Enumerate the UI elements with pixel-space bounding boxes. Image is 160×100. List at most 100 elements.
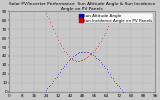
- Point: [90, 52, 93, 54]
- Point: [113, 13, 116, 15]
- Point: [45, 89, 47, 91]
- Point: [83, 51, 85, 52]
- Point: [99, 62, 102, 63]
- Point: [112, 78, 114, 79]
- Point: [98, 60, 100, 61]
- Point: [98, 43, 100, 44]
- Point: [75, 61, 78, 62]
- Point: [67, 60, 70, 61]
- Point: [84, 51, 87, 52]
- Point: [81, 51, 84, 52]
- Point: [116, 12, 119, 14]
- Point: [46, 87, 49, 89]
- Point: [73, 54, 76, 56]
- Point: [73, 60, 76, 61]
- Point: [60, 44, 62, 46]
- Point: [63, 50, 65, 51]
- Point: [89, 53, 91, 55]
- Point: [110, 76, 112, 77]
- Point: [64, 63, 67, 65]
- Point: [49, 84, 52, 86]
- Point: [99, 40, 102, 42]
- Point: [92, 54, 94, 56]
- Point: [121, 18, 123, 19]
- Point: [66, 53, 68, 55]
- Point: [121, 89, 123, 91]
- Point: [55, 76, 58, 77]
- Point: [110, 18, 112, 19]
- Point: [87, 55, 90, 57]
- Point: [96, 58, 99, 60]
- Point: [70, 58, 73, 60]
- Point: [105, 69, 108, 70]
- Point: [58, 42, 61, 43]
- Point: [52, 28, 55, 30]
- Point: [86, 52, 88, 53]
- Point: [64, 52, 67, 53]
- Point: [63, 65, 65, 67]
- Point: [95, 57, 97, 59]
- Title: Solar PV/Inverter Performance  Sun Altitude Angle & Sun Incidence Angle on PV Pa: Solar PV/Inverter Performance Sun Altitu…: [9, 2, 156, 11]
- Point: [49, 21, 52, 23]
- Point: [78, 52, 81, 53]
- Point: [48, 86, 50, 87]
- Point: [75, 53, 78, 55]
- Point: [89, 52, 91, 54]
- Point: [72, 59, 75, 60]
- Point: [104, 67, 106, 68]
- Legend: Sun Altitude Angle, Sun Incidence Angle on PV Panels: Sun Altitude Angle, Sun Incidence Angle …: [79, 13, 153, 23]
- Point: [102, 65, 105, 67]
- Point: [119, 15, 122, 16]
- Point: [60, 69, 62, 70]
- Point: [67, 55, 70, 57]
- Point: [57, 73, 59, 75]
- Point: [102, 35, 105, 36]
- Point: [80, 60, 82, 61]
- Point: [51, 25, 53, 26]
- Point: [118, 13, 120, 15]
- Point: [69, 58, 72, 60]
- Point: [51, 82, 53, 84]
- Point: [76, 52, 79, 54]
- Point: [108, 73, 111, 75]
- Point: [54, 32, 56, 34]
- Point: [90, 53, 93, 55]
- Point: [72, 55, 75, 57]
- Point: [115, 82, 117, 84]
- Point: [95, 47, 97, 49]
- Point: [107, 71, 109, 73]
- Point: [81, 59, 84, 60]
- Point: [66, 62, 68, 63]
- Point: [116, 84, 119, 86]
- Point: [122, 21, 125, 23]
- Point: [112, 15, 114, 16]
- Point: [61, 47, 64, 49]
- Point: [107, 25, 109, 26]
- Point: [78, 61, 81, 62]
- Point: [45, 12, 47, 14]
- Point: [108, 21, 111, 23]
- Point: [83, 58, 85, 60]
- Point: [93, 55, 96, 57]
- Point: [113, 80, 116, 82]
- Point: [101, 63, 103, 65]
- Point: [58, 71, 61, 73]
- Point: [84, 57, 87, 59]
- Point: [70, 57, 73, 59]
- Point: [122, 91, 125, 93]
- Point: [52, 80, 55, 82]
- Point: [57, 39, 59, 41]
- Point: [48, 18, 50, 19]
- Point: [46, 15, 49, 16]
- Point: [93, 49, 96, 50]
- Point: [96, 45, 99, 47]
- Point: [101, 37, 103, 39]
- Point: [80, 52, 82, 53]
- Point: [118, 86, 120, 87]
- Point: [119, 87, 122, 89]
- Point: [61, 67, 64, 68]
- Point: [87, 52, 90, 53]
- Point: [55, 36, 58, 37]
- Point: [76, 61, 79, 62]
- Point: [86, 56, 88, 58]
